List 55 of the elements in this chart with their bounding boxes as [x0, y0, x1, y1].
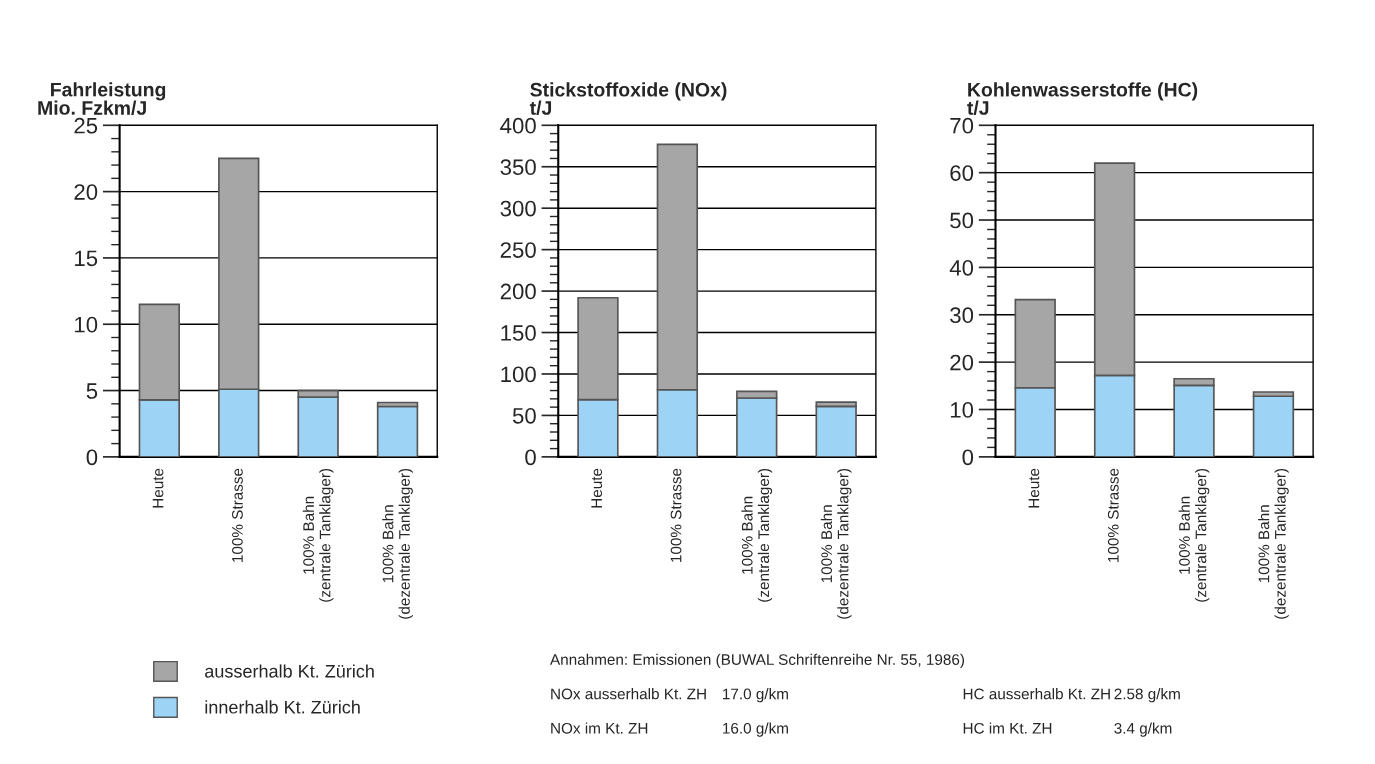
y-tick-label: 5 [86, 383, 98, 399]
y-tick-label: 15 [75, 250, 98, 267]
chart-title: Fahrleistung [51, 82, 166, 101]
x-tick-label: 100% Bahn (dezentrale Tanklager) [382, 468, 413, 619]
bar [815, 405, 857, 457]
x-tick-label: 100% Bahn (dezentrale Tanklager) [820, 468, 852, 619]
text: 17.0 g/km [723, 688, 788, 703]
text: NOx ausserhalb Kt. ZH [551, 688, 706, 700]
y-tick-label: 0 [86, 449, 98, 466]
y-tick-label: 350 [500, 159, 536, 176]
text: NOx im Kt. ZH [551, 722, 648, 734]
y-tick-label: 10 [75, 316, 98, 333]
y-tick-label: 70 [950, 117, 974, 134]
y-axis-title: Mio. Fzkm/J [38, 100, 146, 116]
x-tick-label: Heute [1028, 468, 1040, 508]
y-axis-title: t/J [529, 100, 552, 116]
text: HC im Kt. ZH [963, 722, 1052, 734]
y-tick-label: 250 [500, 242, 536, 258]
y-tick-label: 30 [950, 307, 974, 324]
x-tick-label: 100% Bahn (dezentrale Tanklager) [1258, 468, 1289, 619]
bar [376, 405, 419, 457]
x-tick-label: 100% Bahn (zentrale Tanklager) [302, 468, 334, 602]
x-tick-label: Heute [152, 468, 164, 508]
x-tick-label: 100% Bahn (zentrale Tanklager) [741, 468, 773, 602]
text: HC ausserhalb Kt. ZH [963, 688, 1110, 700]
x-tick-label: 100% Strasse [670, 468, 682, 562]
text: 3.4 g/km [1114, 722, 1172, 737]
x-tick-label: 100% Strasse [1107, 468, 1119, 562]
y-axis-title: t/J [967, 100, 989, 116]
legend-label: ausserhalb Kt. Zürich [205, 664, 374, 678]
y-tick-label: 50 [950, 212, 974, 229]
legend-label: innerhalb Kt. Zürich [205, 700, 360, 714]
y-tick-label: 0 [962, 449, 974, 466]
y-tick-label: 10 [950, 402, 974, 418]
chart-title: Stickstoffoxide (NOx) [530, 82, 727, 101]
y-tick-label: 200 [500, 283, 536, 300]
y-tick-label: 25 [74, 117, 98, 134]
y-tick-label: 20 [950, 354, 974, 371]
chart-title: Kohlenwasserstoffe (HC) [968, 82, 1198, 101]
text: 2.58 g/km [1114, 688, 1180, 703]
x-tick-label: Heute [591, 468, 603, 508]
y-tick-label: 60 [950, 165, 974, 181]
y-tick-label: 0 [525, 449, 536, 466]
text: Annahmen: Emissionen (BUWAL Schriftenreihe Nr. 55, 1986) [550, 653, 964, 668]
y-tick-label: 400 [500, 117, 536, 134]
y-tick-label: 50 [512, 407, 536, 424]
y-tick-label: 20 [74, 184, 98, 200]
x-tick-label: 100% Strasse [232, 468, 243, 562]
y-tick-label: 100 [501, 366, 536, 383]
bar [1252, 395, 1295, 457]
y-tick-label: 300 [500, 200, 536, 217]
text: 16.0 g/km [723, 722, 788, 737]
x-tick-label: 100% Bahn (zentrale Tanklager) [1178, 468, 1210, 602]
y-tick-label: 150 [501, 325, 536, 341]
y-tick-label: 40 [949, 259, 974, 276]
